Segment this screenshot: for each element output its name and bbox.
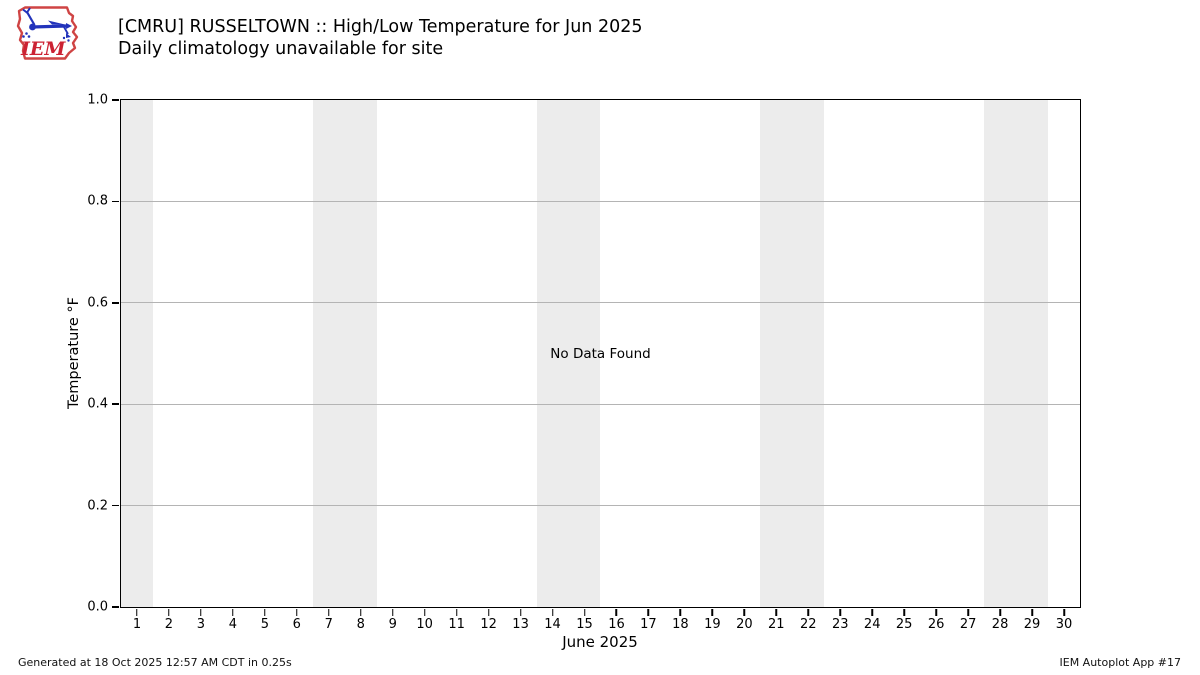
x-tick-label: 7	[324, 617, 333, 632]
no-data-label: No Data Found	[550, 345, 651, 362]
x-axis-label: June 2025	[562, 633, 638, 651]
generated-timestamp: Generated at 18 Oct 2025 12:57 AM CDT in…	[18, 656, 292, 669]
x-tick-mark	[999, 609, 1001, 616]
x-tick-label: 19	[704, 617, 721, 632]
y-tick-mark	[112, 99, 119, 101]
x-tick-label: 29	[1023, 617, 1041, 632]
x-tick-mark	[647, 609, 650, 616]
x-tick-mark	[328, 609, 330, 616]
x-tick-label: 13	[512, 617, 529, 632]
y-tick-mark	[112, 606, 119, 608]
x-tick-mark	[519, 609, 522, 616]
iem-logo: IEM	[16, 6, 79, 60]
weekend-shading-band	[121, 100, 153, 607]
x-tick-mark	[839, 609, 841, 616]
x-tick-label: 11	[448, 617, 465, 632]
x-tick-label: 4	[228, 617, 238, 632]
y-gridline	[121, 403, 1080, 405]
x-tick-label: 26	[927, 617, 945, 632]
y-tick-mark	[112, 504, 119, 507]
x-tick-mark	[1031, 609, 1033, 616]
y-tick-label: 0.2	[87, 498, 108, 514]
y-tick-label: 0.0	[87, 599, 108, 615]
x-tick-label: 30	[1055, 617, 1073, 632]
x-tick-label: 2	[164, 617, 174, 632]
x-tick-mark	[903, 609, 905, 616]
x-tick-label: 5	[260, 617, 269, 632]
x-tick-label: 1	[132, 617, 142, 632]
weekend-shading-band	[760, 100, 825, 607]
y-tick-mark	[112, 200, 119, 203]
x-tick-mark	[583, 609, 586, 616]
x-tick-mark	[200, 609, 202, 616]
x-tick-mark	[1063, 609, 1065, 616]
x-tick-mark	[807, 609, 810, 616]
x-tick-label: 16	[608, 617, 625, 632]
x-tick-mark	[391, 609, 394, 616]
x-tick-label: 27	[959, 617, 977, 632]
weathervane-icon	[22, 7, 72, 42]
x-tick-label: 15	[576, 617, 593, 632]
y-gridline	[121, 302, 1080, 304]
x-tick-mark	[487, 609, 490, 616]
y-tick-label: 0.8	[87, 193, 108, 209]
x-tick-mark	[455, 609, 458, 616]
x-tick-mark	[551, 609, 554, 616]
y-gridline	[121, 505, 1080, 507]
y-axis-label: Temperature °F	[66, 296, 82, 410]
x-tick-label: 10	[416, 617, 433, 632]
y-tick-mark	[112, 403, 119, 405]
weekend-shading-band	[312, 100, 377, 607]
weekend-shading-band	[984, 100, 1049, 607]
x-tick-mark	[136, 609, 138, 616]
y-gridline	[121, 200, 1080, 202]
x-tick-label: 6	[292, 617, 301, 632]
y-tick-label: 0.4	[87, 396, 108, 412]
x-tick-label: 9	[388, 617, 397, 632]
y-tick-label: 0.6	[87, 295, 108, 311]
x-tick-label: 24	[863, 617, 881, 632]
x-tick-label: 23	[831, 617, 849, 632]
x-tick-mark	[615, 609, 618, 616]
x-tick-label: 8	[356, 617, 365, 632]
app-reference: IEM Autoplot App #17	[1059, 656, 1182, 669]
x-tick-mark	[775, 609, 778, 616]
weekend-shading-band	[536, 100, 601, 607]
x-tick-label: 18	[672, 617, 689, 632]
chart-title: [CMRU] RUSSELTOWN :: High/Low Temperatur…	[118, 17, 643, 37]
x-tick-label: 20	[736, 617, 753, 632]
x-tick-label: 28	[991, 617, 1009, 632]
x-tick-mark	[360, 609, 362, 616]
x-tick-label: 22	[800, 617, 817, 632]
x-tick-mark	[168, 609, 170, 616]
x-tick-mark	[967, 609, 969, 616]
x-tick-label: 3	[196, 617, 206, 632]
x-tick-mark	[232, 609, 234, 616]
x-tick-label: 21	[768, 617, 785, 632]
x-tick-mark	[296, 609, 298, 616]
x-tick-label: 25	[895, 617, 913, 632]
x-tick-label: 12	[480, 617, 497, 632]
x-tick-mark	[935, 609, 937, 616]
x-tick-mark	[264, 609, 266, 616]
x-tick-label: 17	[640, 617, 657, 632]
x-tick-mark	[871, 609, 873, 616]
chart-subtitle: Daily climatology unavailable for site	[118, 39, 444, 59]
plot-area: No Data Found 0.0 0.2 0.4 0.6 0.8 1.0 1 2 3 4 5 6 7 8…	[87, 93, 1081, 632]
x-tick-label: 14	[544, 617, 561, 632]
y-tick-label: 1.0	[87, 92, 108, 108]
y-tick-mark	[112, 302, 119, 304]
iem-logo-text: IEM	[20, 38, 66, 60]
x-tick-mark	[423, 609, 426, 616]
x-tick-mark	[743, 609, 746, 616]
x-tick-mark	[711, 609, 714, 616]
x-tick-mark	[679, 609, 682, 616]
